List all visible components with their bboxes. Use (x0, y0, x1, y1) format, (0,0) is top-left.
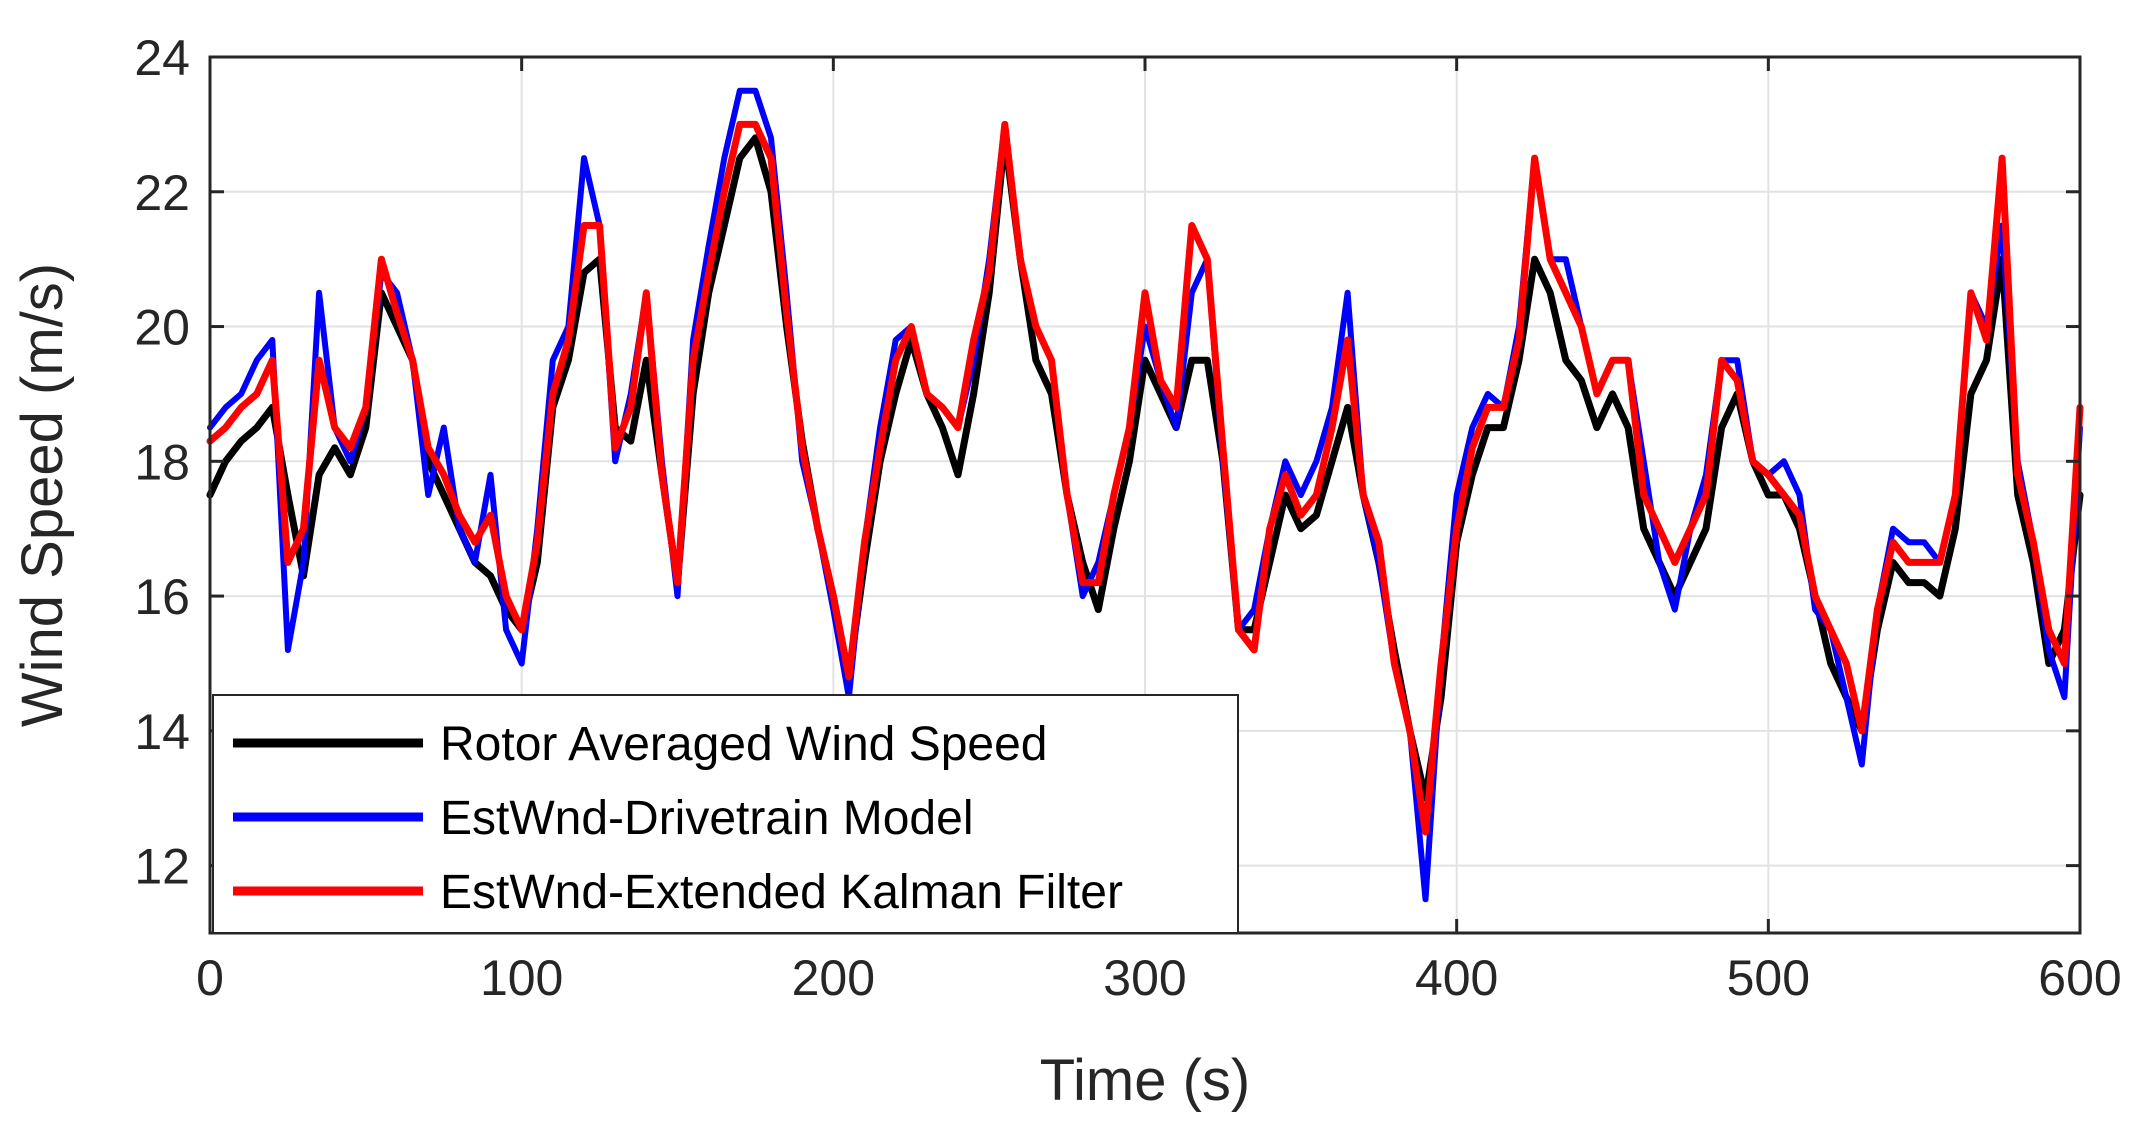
y-tick-label: 16 (134, 569, 190, 625)
axis-ticks: 0 100 200 300 400 500 600 12 14 16 18 20 22 24 (134, 30, 2121, 1006)
y-tick-label: 12 (134, 839, 190, 895)
y-tick-label: 20 (134, 300, 190, 356)
y-tick-label: 24 (134, 30, 190, 86)
y-tick-label: 22 (134, 165, 190, 221)
y-tick-label: 14 (134, 704, 190, 760)
y-axis-title: Wind Speed (m/s) (10, 263, 75, 727)
legend: Rotor Averaged Wind Speed EstWnd-Drivetr… (212, 694, 1239, 934)
x-tick-label: 200 (792, 950, 875, 1006)
x-tick-label: 600 (2038, 950, 2121, 1006)
legend-label-drivetrain-model: EstWnd-Drivetrain Model (440, 792, 973, 845)
x-tick-label: 300 (1103, 950, 1186, 1006)
x-tick-label: 100 (480, 950, 563, 1006)
y-tick-label: 18 (134, 434, 190, 490)
legend-label-extended-kalman-filter: EstWnd-Extended Kalman Filter (440, 866, 1123, 919)
legend-label-rotor-averaged: Rotor Averaged Wind Speed (440, 718, 1048, 771)
x-tick-label: 0 (196, 950, 224, 1006)
x-tick-label: 400 (1415, 950, 1498, 1006)
x-tick-label: 500 (1727, 950, 1810, 1006)
series-layer (206, 87, 2084, 903)
series-line-extended-kalman-filter (206, 120, 2084, 836)
x-axis-title: Time (s) (1040, 1048, 1250, 1113)
